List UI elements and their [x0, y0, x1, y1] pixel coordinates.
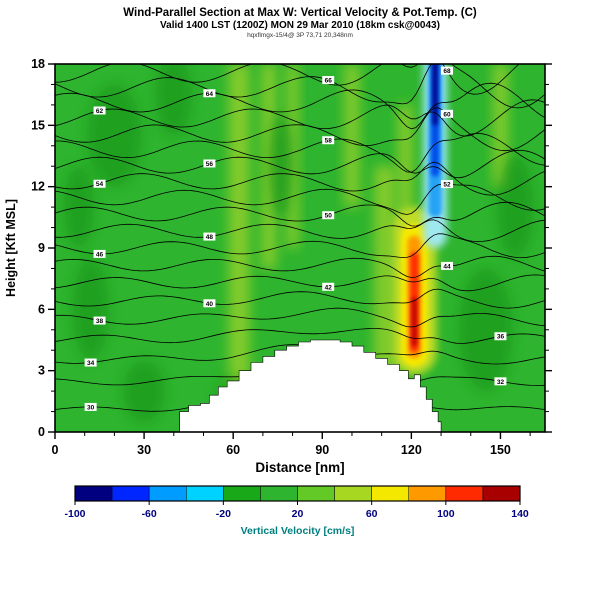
svg-text:-20: -20: [216, 508, 231, 520]
updraft-layer: [411, 297, 417, 347]
svg-text:56: 56: [206, 161, 214, 168]
svg-text:30: 30: [87, 404, 95, 411]
svg-text:150: 150: [490, 443, 511, 457]
colorbar-label: Vertical Velocity [cm/s]: [241, 525, 355, 537]
svg-text:36: 36: [497, 334, 505, 341]
svg-text:140: 140: [511, 508, 529, 520]
svg-text:34: 34: [87, 360, 95, 367]
svg-text:60: 60: [443, 111, 451, 118]
svg-text:0: 0: [38, 425, 45, 439]
downdraft-layer: [432, 64, 438, 126]
svg-text:60: 60: [226, 443, 240, 457]
svg-text:-60: -60: [142, 508, 157, 520]
svg-text:48: 48: [206, 234, 214, 241]
svg-text:30: 30: [137, 443, 151, 457]
terrain-silhouette: [176, 339, 442, 432]
svg-text:9: 9: [38, 241, 45, 255]
svg-text:68: 68: [443, 68, 451, 75]
axes: [48, 63, 552, 439]
svg-text:46: 46: [96, 251, 104, 258]
svg-text:62: 62: [96, 108, 104, 115]
svg-text:6: 6: [38, 302, 45, 316]
svg-text:32: 32: [497, 379, 505, 386]
svg-text:64: 64: [206, 91, 214, 98]
svg-text:120: 120: [401, 443, 422, 457]
svg-text:50: 50: [325, 213, 333, 220]
svg-text:3: 3: [38, 364, 45, 378]
colorbar: -100 -60 -20 20 60 100 140 Vertical Velocity [c…: [64, 485, 529, 537]
plot-area: 30 32 34 36 38 40 42 44 46 48 50 52 54 56 58 60 62 64 66 68: [55, 64, 545, 432]
svg-text:12: 12: [31, 180, 45, 194]
svg-text:60: 60: [366, 508, 378, 520]
svg-text:20: 20: [292, 508, 304, 520]
x-axis-label: Distance [nm]: [255, 460, 344, 475]
svg-text:100: 100: [437, 508, 455, 520]
svg-text:38: 38: [96, 318, 104, 325]
svg-text:58: 58: [325, 138, 333, 145]
isentrope-lines: [55, 64, 545, 412]
svg-text:40: 40: [206, 301, 214, 308]
isentrope-labels: 30 32 34 36 38 40 42 44 46 48 50 52 54 56 58 60 62 64 66 68: [84, 66, 507, 411]
svg-text:66: 66: [325, 78, 333, 85]
y-axis-label: Height [Kft MSL]: [4, 199, 18, 297]
svg-text:52: 52: [443, 182, 451, 189]
svg-text:18: 18: [31, 57, 45, 71]
svg-text:-100: -100: [64, 508, 85, 520]
svg-text:42: 42: [325, 284, 333, 291]
svg-text:15: 15: [31, 118, 45, 132]
svg-text:90: 90: [315, 443, 329, 457]
svg-text:44: 44: [443, 263, 451, 270]
svg-text:0: 0: [52, 443, 59, 457]
svg-text:54: 54: [96, 181, 104, 188]
